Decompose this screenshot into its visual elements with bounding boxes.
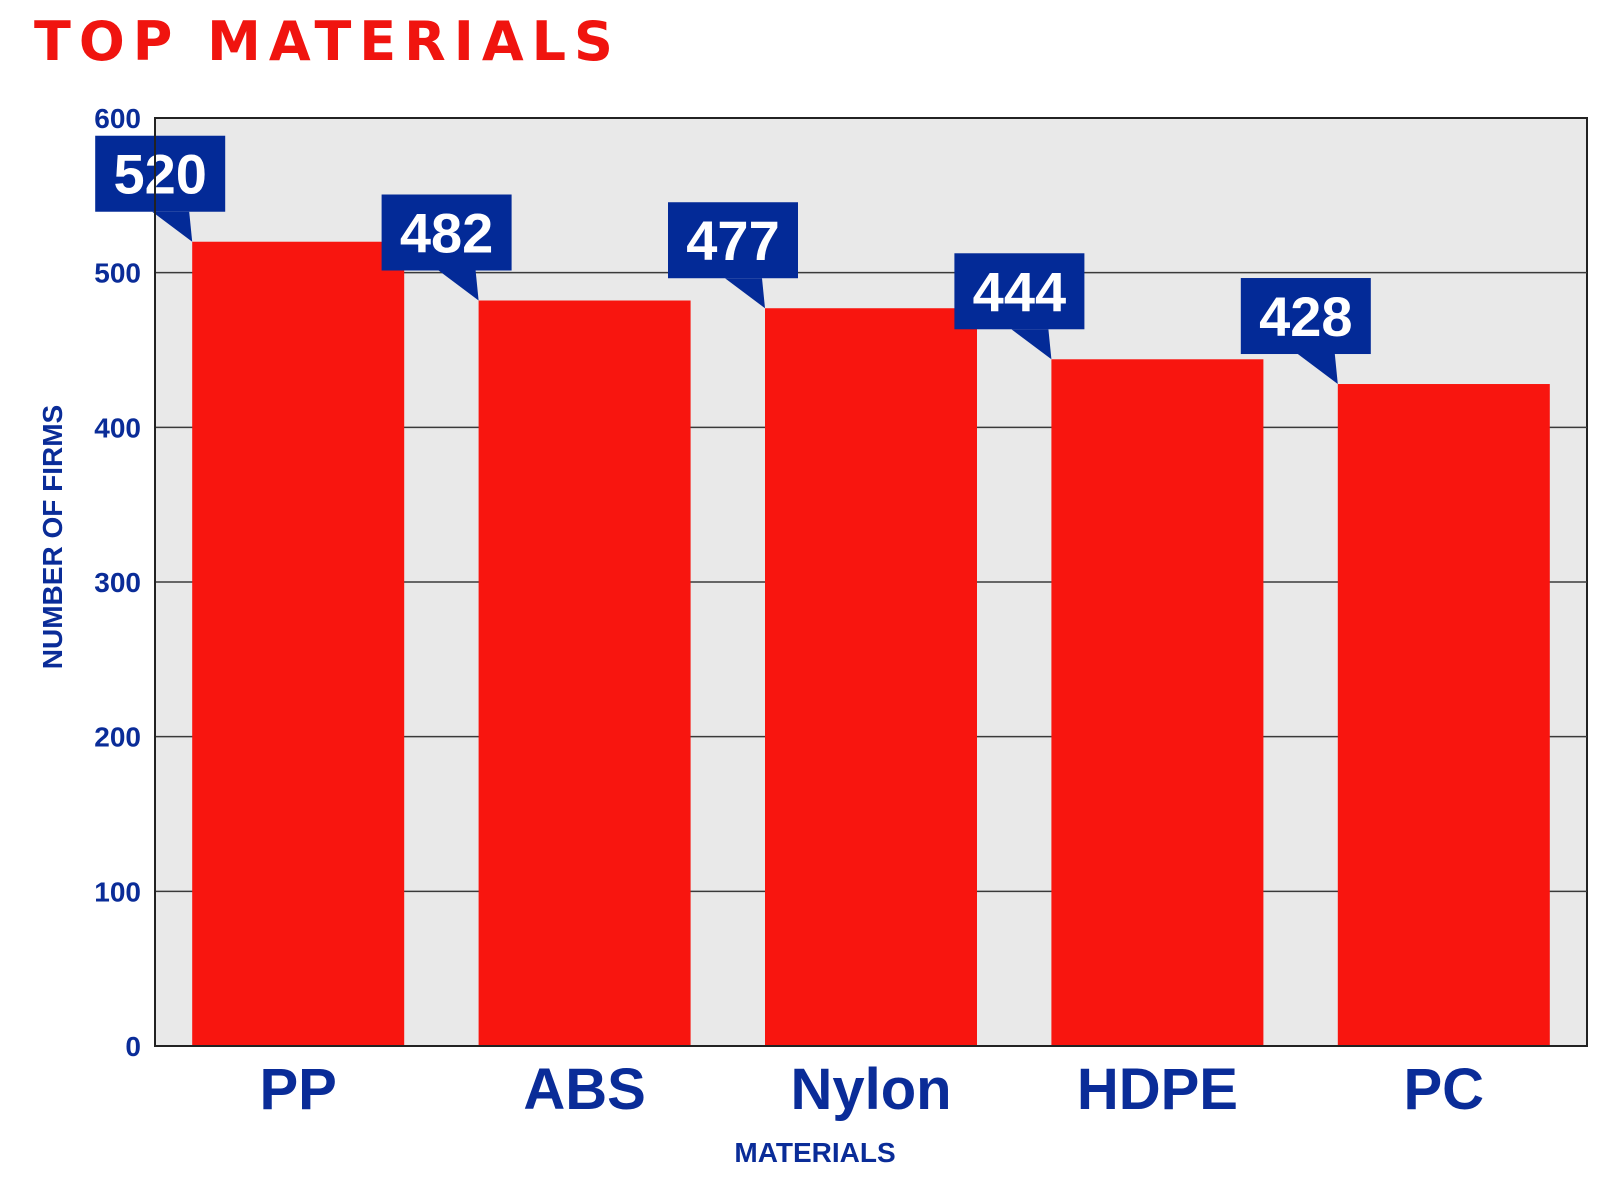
data-label-callout: 444: [954, 253, 1085, 360]
bar-hdpe: [1051, 359, 1264, 1046]
x-axis-label: MATERIALS: [734, 1137, 895, 1168]
bar-pc: [1337, 384, 1550, 1046]
y-tick-label: 200: [94, 722, 141, 753]
callout-pointer: [438, 270, 479, 301]
bar-abs: [478, 300, 691, 1046]
y-tick-label: 0: [125, 1031, 141, 1062]
y-tick-label: 600: [94, 103, 141, 134]
data-label-callout: 520: [95, 135, 226, 242]
bar-nylon: [765, 308, 977, 1046]
y-axis-ticks: 0 100 200 300 400 500 600: [94, 103, 141, 1062]
data-label-callout: 477: [668, 202, 798, 309]
x-tick-label: PC: [1404, 1057, 1485, 1122]
callout-pointer: [1297, 354, 1338, 385]
callout-box: [381, 194, 512, 271]
data-label-callout: 482: [381, 194, 512, 301]
y-tick-label: 300: [94, 567, 141, 598]
x-axis-ticks: PP ABS Nylon HDPE PC: [260, 1057, 1485, 1122]
data-label-callout: 428: [1240, 278, 1371, 385]
data-label: 477: [686, 209, 779, 272]
y-tick-label: 500: [94, 258, 141, 289]
callout-pointer: [152, 211, 193, 242]
callout-box: [668, 202, 798, 279]
callout-box: [95, 135, 226, 212]
callout-box: [954, 253, 1085, 330]
data-label: 428: [1259, 285, 1352, 348]
x-tick-label: HDPE: [1077, 1057, 1238, 1122]
y-axis-label: NUMBER OF FIRMS: [37, 405, 68, 669]
x-tick-label: PP: [260, 1057, 337, 1122]
y-tick-label: 400: [94, 412, 141, 443]
data-label: 520: [113, 143, 206, 206]
data-label: 444: [973, 260, 1066, 323]
x-tick-label: Nylon: [790, 1057, 951, 1122]
bars: [192, 241, 1550, 1046]
bar-pp: [192, 241, 405, 1046]
chart-title: TOP MATERIALS: [34, 10, 621, 73]
callout-pointer: [725, 278, 765, 309]
callout-pointer: [1011, 329, 1052, 360]
data-labels: 520 482 477 444 428: [95, 135, 1371, 385]
callout-box: [1240, 278, 1371, 355]
data-label: 482: [400, 202, 493, 265]
x-tick-label: ABS: [523, 1057, 645, 1122]
y-tick-label: 100: [94, 876, 141, 907]
